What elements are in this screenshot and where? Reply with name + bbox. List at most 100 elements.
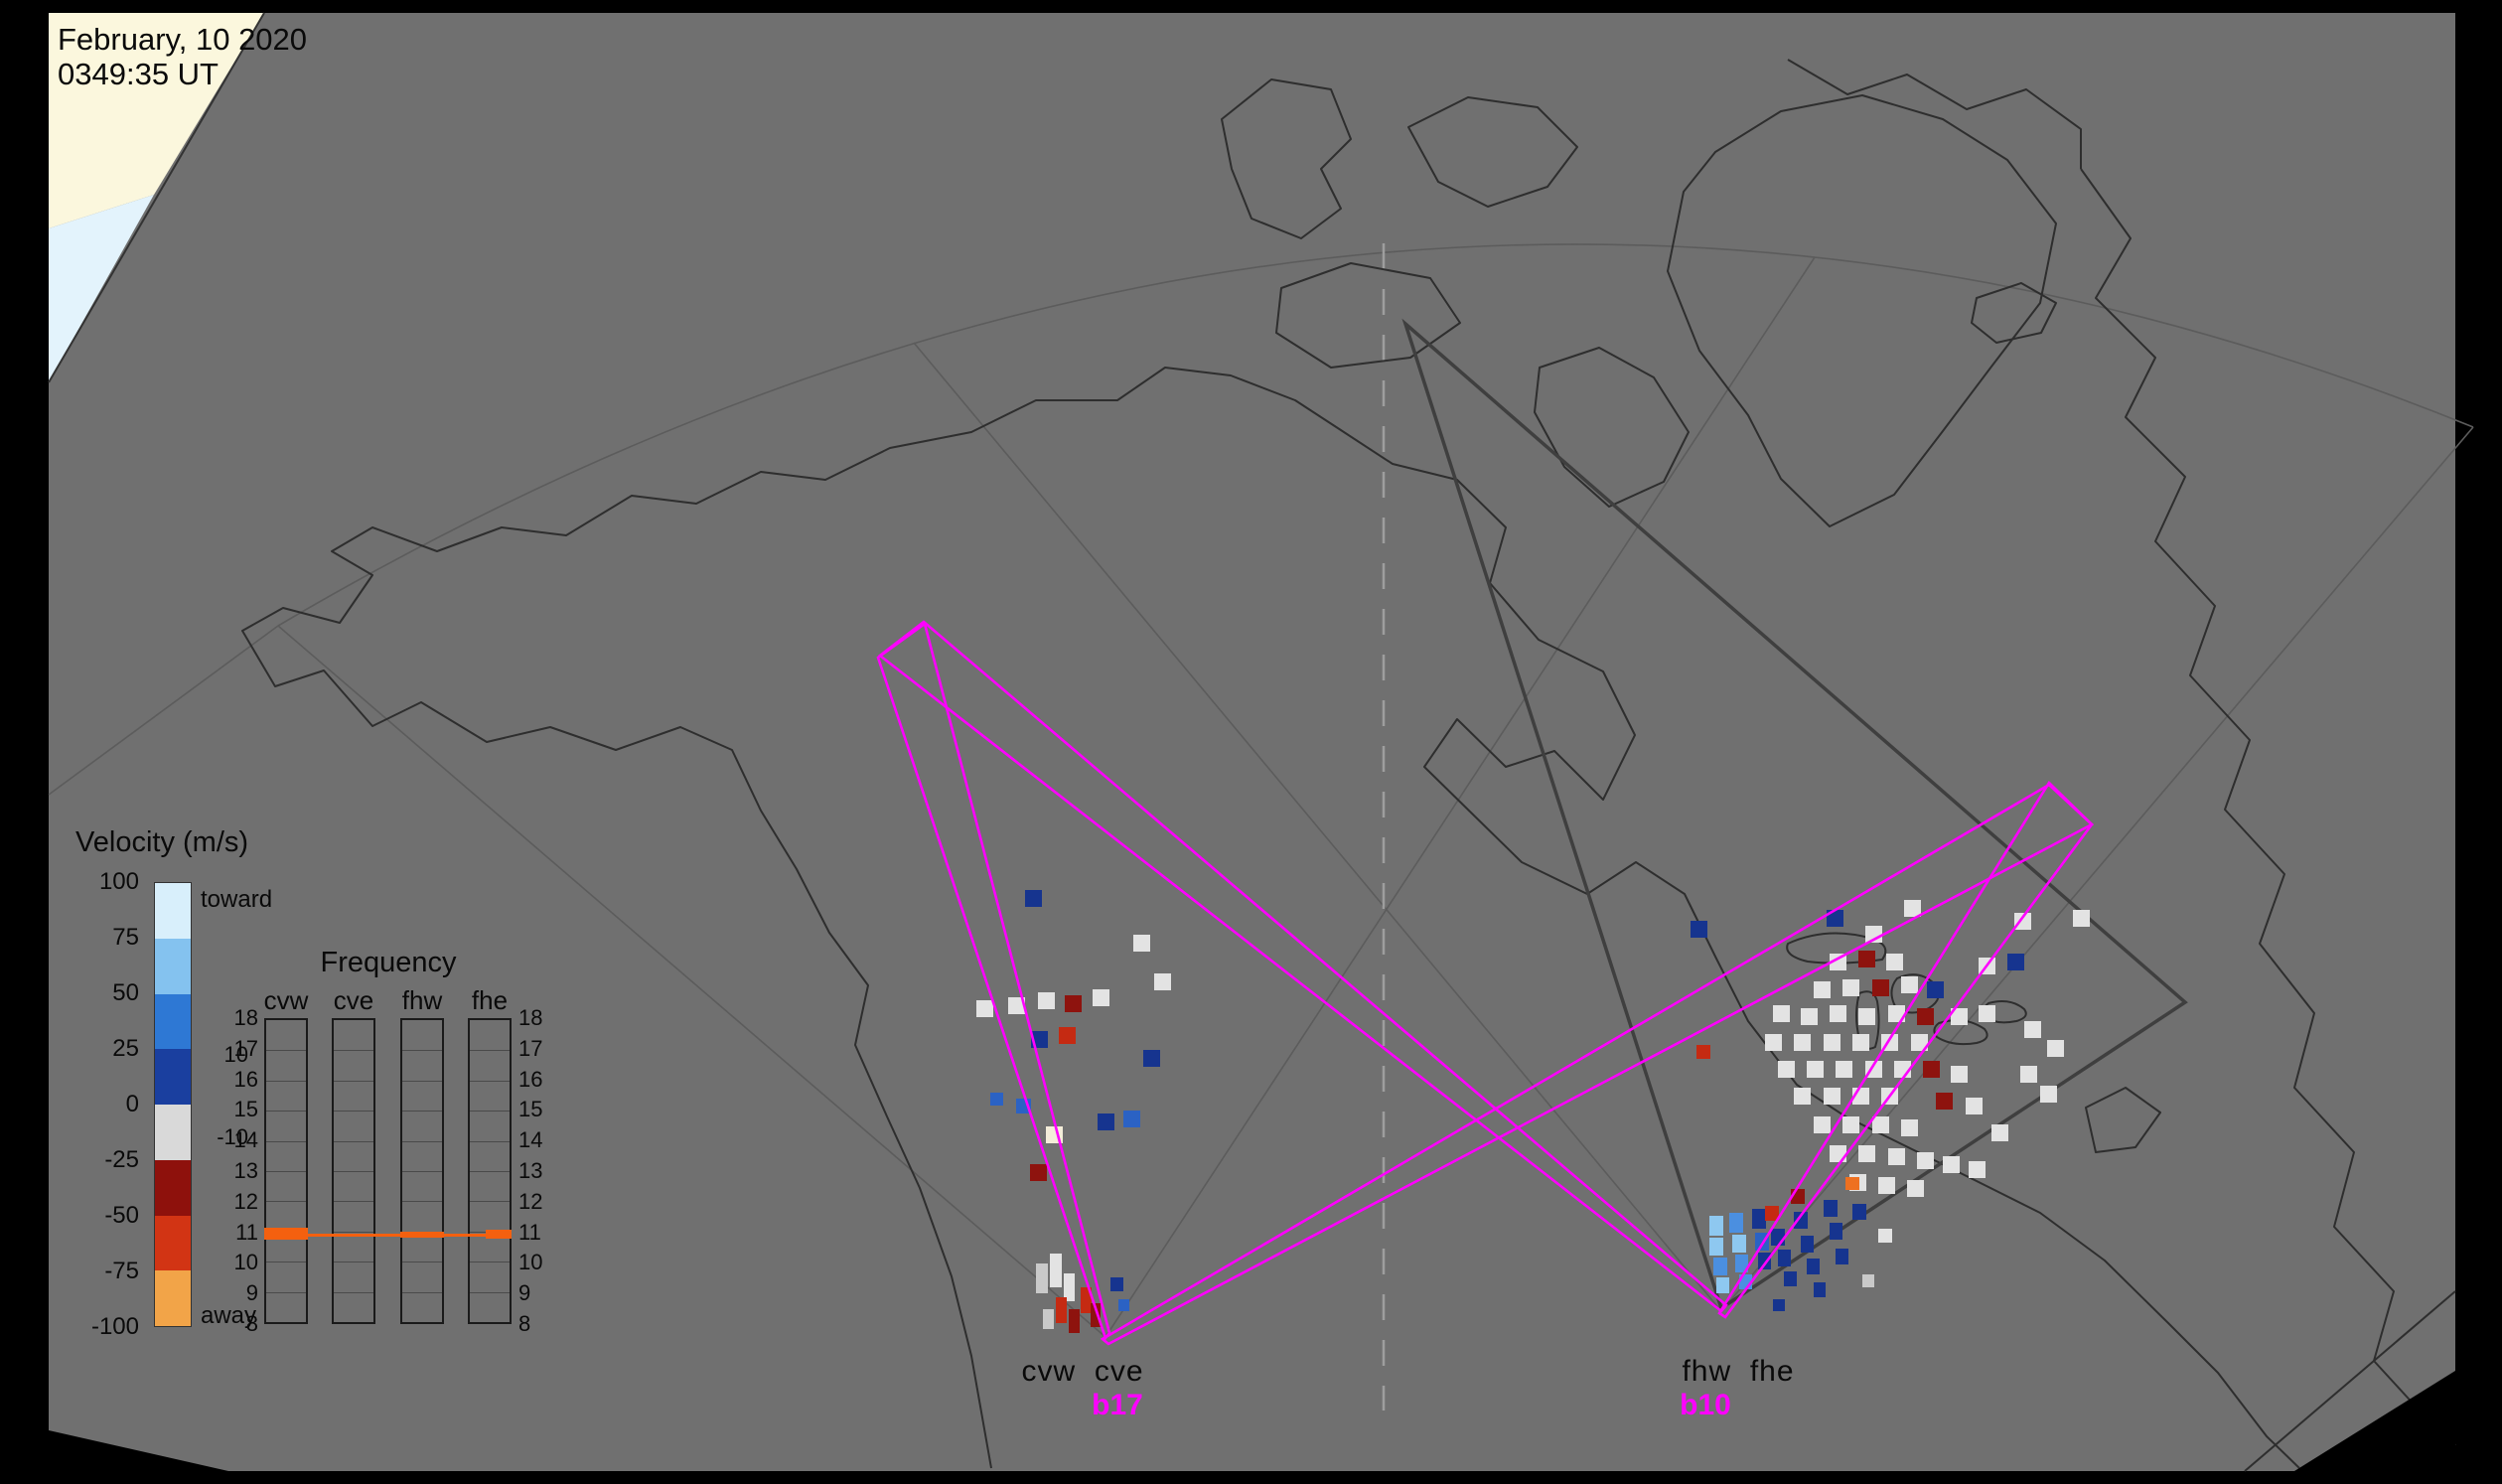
velocity-cell (1824, 1088, 1840, 1105)
velocity-cell (1872, 979, 1889, 996)
freq-level-line (334, 1261, 373, 1263)
velocity-cell (1794, 1212, 1808, 1229)
velocity-cell (1691, 921, 1707, 938)
velocity-colorbar-segment (155, 1049, 191, 1105)
freq-scale-label-left: 14 (233, 1127, 258, 1153)
freq-level-line (402, 1140, 442, 1142)
velocity-cell (1911, 1034, 1928, 1051)
freq-level-line (402, 1171, 442, 1172)
velocity-colorbar-segment (155, 938, 191, 994)
velocity-cell (1858, 1008, 1875, 1025)
station-label-fhw-fhe: fhw fhe (1654, 1355, 1823, 1389)
velocity-tick-label: -50 (104, 1202, 139, 1229)
freq-scale-label-right: 8 (518, 1311, 531, 1336)
great-lakes-outline (1786, 932, 1887, 965)
velocity-cell (1784, 1271, 1797, 1286)
freq-column-fhe (468, 1018, 512, 1324)
freq-column-cvw (264, 1018, 308, 1324)
map-background (49, 13, 2455, 1471)
velocity-cell (1991, 1124, 2008, 1141)
velocity-cell (1794, 1088, 1811, 1105)
velocity-cell (1827, 910, 1843, 927)
frequency-aux-label-bottom: -10 (217, 1124, 248, 1149)
freq-scale-label-right: 9 (518, 1280, 531, 1306)
velocity-cell (1064, 1273, 1075, 1301)
velocity-cell (1814, 1116, 1831, 1133)
velocity-cell (1030, 1164, 1047, 1181)
velocity-cell (1814, 1282, 1826, 1297)
eastern-landmass-outline (2080, 168, 2456, 1446)
freq-level-line (402, 1201, 442, 1203)
velocity-cell (1872, 1116, 1889, 1133)
velocity-cell (1862, 1274, 1874, 1287)
freq-scale-label-left: 10 (233, 1250, 258, 1275)
velocity-cell (1814, 981, 1831, 998)
freq-level-line (402, 1291, 442, 1293)
velocity-cell (1735, 1255, 1748, 1272)
velocity-cell (1056, 1297, 1067, 1323)
velocity-tick-label: 50 (112, 979, 139, 1006)
freq-level-line (470, 1111, 510, 1113)
velocity-cell (1824, 1200, 1838, 1217)
freq-level-line (266, 1050, 306, 1052)
velocity-cell (1966, 1098, 1983, 1114)
freq-level-line (402, 1261, 442, 1263)
velocity-cell (1830, 954, 1846, 970)
station-cvw: cvw (1021, 1355, 1077, 1388)
freq-scale-label-left: 16 (233, 1066, 258, 1092)
radar-fov-outline (1401, 318, 2188, 1311)
coastlines (241, 59, 2456, 1472)
velocity-cell (1154, 973, 1171, 990)
station-fhw: fhw (1682, 1355, 1732, 1388)
freq-level-line (470, 1261, 510, 1263)
datetime-block: February, 10 2020 0349:35 UT (58, 22, 307, 91)
velocity-cell (1118, 1299, 1129, 1311)
velocity-cell (2014, 913, 2031, 930)
velocity-cell (1801, 1008, 1818, 1025)
velocity-cell (1696, 1045, 1710, 1059)
velocity-cell (1043, 1309, 1054, 1329)
velocity-cell (1758, 1253, 1771, 1269)
velocity-cell (1801, 1236, 1814, 1253)
latitude-arc (277, 243, 2474, 627)
velocity-cell (1771, 1229, 1785, 1246)
velocity-tick-label: 75 (112, 924, 139, 951)
velocity-cell (1093, 989, 1109, 1006)
velocity-cell (1069, 1309, 1080, 1333)
velocity-cell (1050, 1254, 1062, 1287)
velocity-cell (1143, 1050, 1160, 1067)
beam-label-b10: b10 (1680, 1389, 1731, 1421)
frequency-marker-line (264, 1234, 512, 1237)
velocity-cell (990, 1093, 1003, 1106)
beam-label-b17: b17 (1092, 1389, 1143, 1421)
velocity-cell (1852, 1034, 1869, 1051)
velocity-cell (1901, 1119, 1918, 1136)
freq-scale-label-left: 17 (233, 1035, 258, 1061)
velocity-cell (1845, 1177, 1859, 1190)
freq-scale-label-right: 15 (518, 1097, 543, 1122)
velocity-colorbar (154, 882, 192, 1327)
frequency-marker-fhw (400, 1232, 444, 1238)
freq-level-line (334, 1171, 373, 1172)
freq-level-line (334, 1140, 373, 1142)
velocity-cell (1036, 1263, 1048, 1293)
freq-level-line (334, 1201, 373, 1203)
freq-level-line (470, 1291, 510, 1293)
velocity-tick-label: 25 (112, 1035, 139, 1062)
velocity-tick-label: 100 (98, 868, 139, 895)
velocity-cell (2073, 910, 2090, 927)
velocity-cell (2020, 1066, 2037, 1083)
velocity-cell (1852, 1204, 1866, 1220)
freq-level-line (266, 1111, 306, 1113)
velocity-cell (1836, 1061, 1852, 1078)
time-label: 0349:35 UT (58, 57, 219, 91)
toward-label: toward (201, 886, 273, 913)
freq-scale-label-left: 11 (235, 1219, 258, 1245)
velocity-cell (1065, 995, 1082, 1012)
freq-level-line (266, 1261, 306, 1263)
away-label: away (201, 1302, 257, 1329)
velocity-cell (1133, 935, 1150, 952)
velocity-cell (1830, 1005, 1846, 1022)
